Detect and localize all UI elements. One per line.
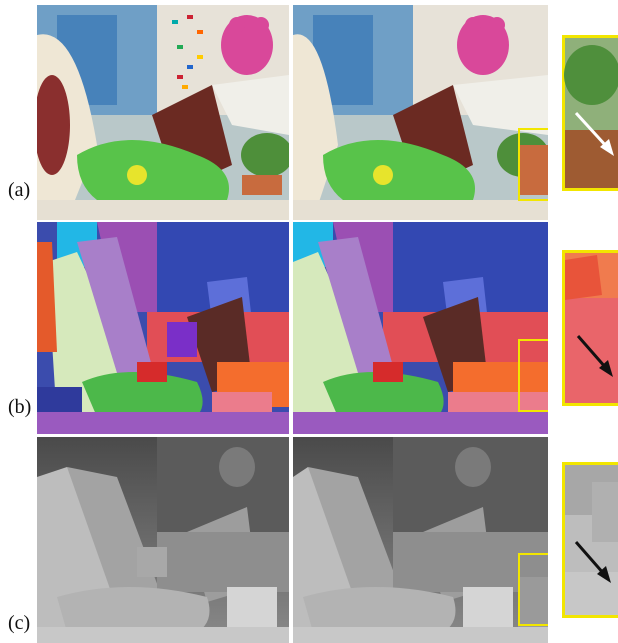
segmentation-panel-left xyxy=(37,222,289,434)
zoom-inset-depth xyxy=(562,462,618,618)
zoom-inset-photo xyxy=(562,35,618,191)
highlight-box xyxy=(518,128,548,201)
highlight-box xyxy=(518,553,548,626)
photo-panel-right xyxy=(293,5,548,220)
row-label-c: (c) xyxy=(8,612,31,634)
photo-panel-left xyxy=(37,5,289,220)
highlight-box xyxy=(518,339,548,412)
zoom-inset-segmentation xyxy=(562,250,618,406)
row-label-a: (a) xyxy=(8,179,31,201)
depth-panel-left xyxy=(37,437,289,643)
arrow-icon xyxy=(574,111,609,149)
depth-panel-right xyxy=(293,437,548,643)
row-label-b: (b) xyxy=(8,396,32,418)
arrow-icon xyxy=(576,335,608,369)
arrow-icon xyxy=(574,541,606,575)
segmentation-panel-right xyxy=(293,222,548,434)
